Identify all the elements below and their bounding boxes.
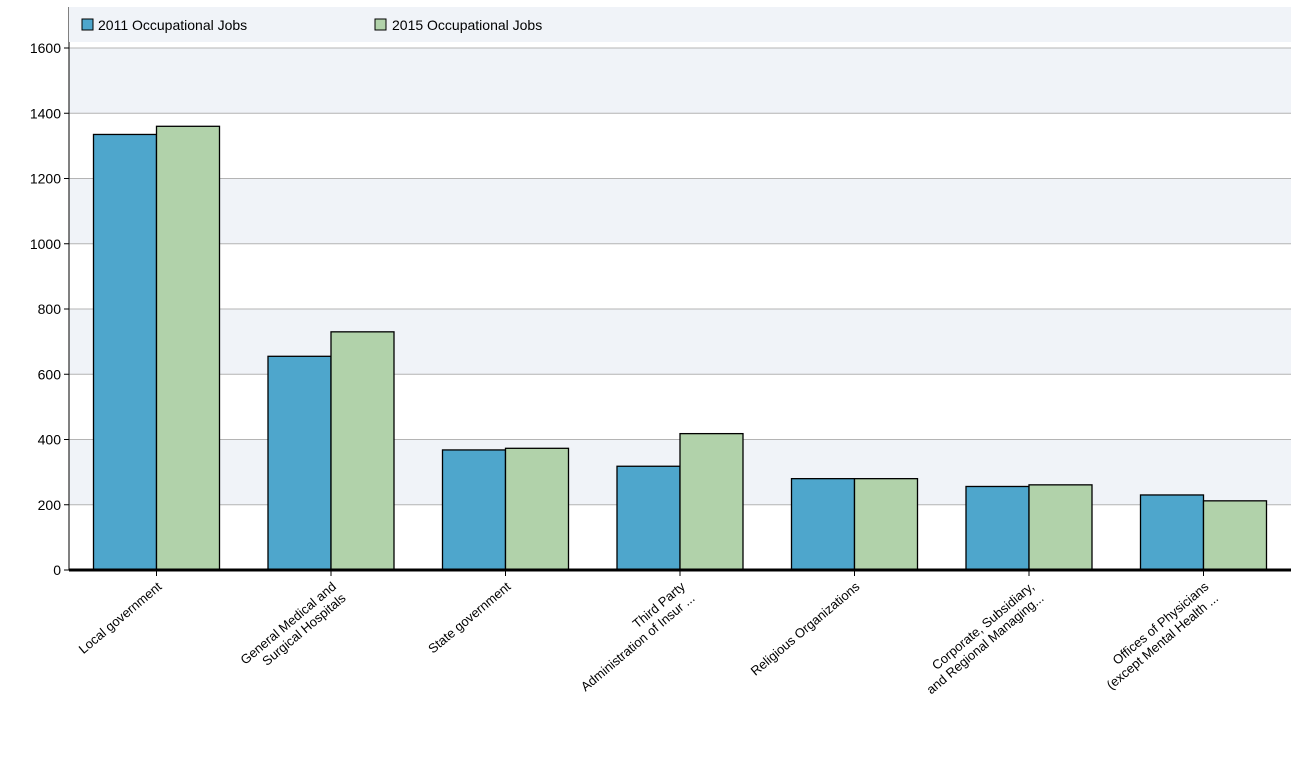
plot-band [69, 309, 1291, 375]
y-tick-label: 1600 [30, 40, 61, 56]
bar-2011-4 [790, 477, 856, 571]
x-category-label: Corporate, Subsidiary,and Regional Manag… [914, 579, 1047, 697]
legend-swatch-2015 [374, 18, 387, 31]
y-tick-label: 0 [53, 562, 61, 578]
y-tick-label: 200 [38, 497, 62, 513]
plot-band [69, 178, 1291, 244]
y-axis-ticks: 0 200 400 600 800 1000 1200 1400 1600 [30, 40, 69, 578]
bar-2015-6 [1202, 500, 1268, 571]
legend-background [69, 7, 1291, 42]
legend: 2011 Occupational Jobs 2015 Occupational… [69, 7, 1291, 42]
bar-2015-1 [330, 331, 395, 571]
x-category-label: Religious Organizations [748, 578, 863, 678]
legend-swatch-2011 [81, 18, 94, 31]
x-category-label: General Medical andSurgical Hospitals [237, 578, 349, 678]
bar-2015-5 [1028, 484, 1093, 571]
bar-2011-1 [267, 355, 332, 571]
y-tick-label: 1000 [30, 236, 61, 252]
bar-2011-0 [92, 133, 158, 571]
legend-label-2011: 2011 Occupational Jobs [98, 17, 247, 33]
x-category-label: Third PartyAdministration of Insur ... [568, 578, 698, 694]
plot-band [69, 48, 1291, 114]
bar-2011-3 [616, 465, 681, 571]
bar-2015-0 [155, 125, 221, 571]
bar-2015-3 [679, 432, 744, 571]
x-category-label: Offices of Physicians(except Mental Heal… [1094, 578, 1222, 692]
x-category-label: State government [425, 579, 514, 657]
y-tick-label: 1200 [30, 171, 61, 187]
bar-2015-2 [504, 447, 570, 571]
bar-2015-4 [853, 477, 919, 571]
y-tick-label: 800 [38, 301, 62, 317]
legend-label-2015: 2015 Occupational Jobs [392, 17, 542, 33]
bar-2011-5 [965, 485, 1030, 571]
bar-group [92, 125, 1268, 571]
bar-2011-6 [1139, 494, 1205, 571]
x-category-label: Local government [76, 579, 165, 657]
plot-background [69, 7, 1291, 570]
y-tick-label: 400 [38, 432, 62, 448]
x-axis-ticks: Local government General Medical andSurgi… [76, 570, 1222, 697]
y-tick-label: 1400 [30, 105, 61, 121]
bar-2011-2 [441, 449, 507, 571]
y-tick-label: 600 [38, 366, 62, 382]
